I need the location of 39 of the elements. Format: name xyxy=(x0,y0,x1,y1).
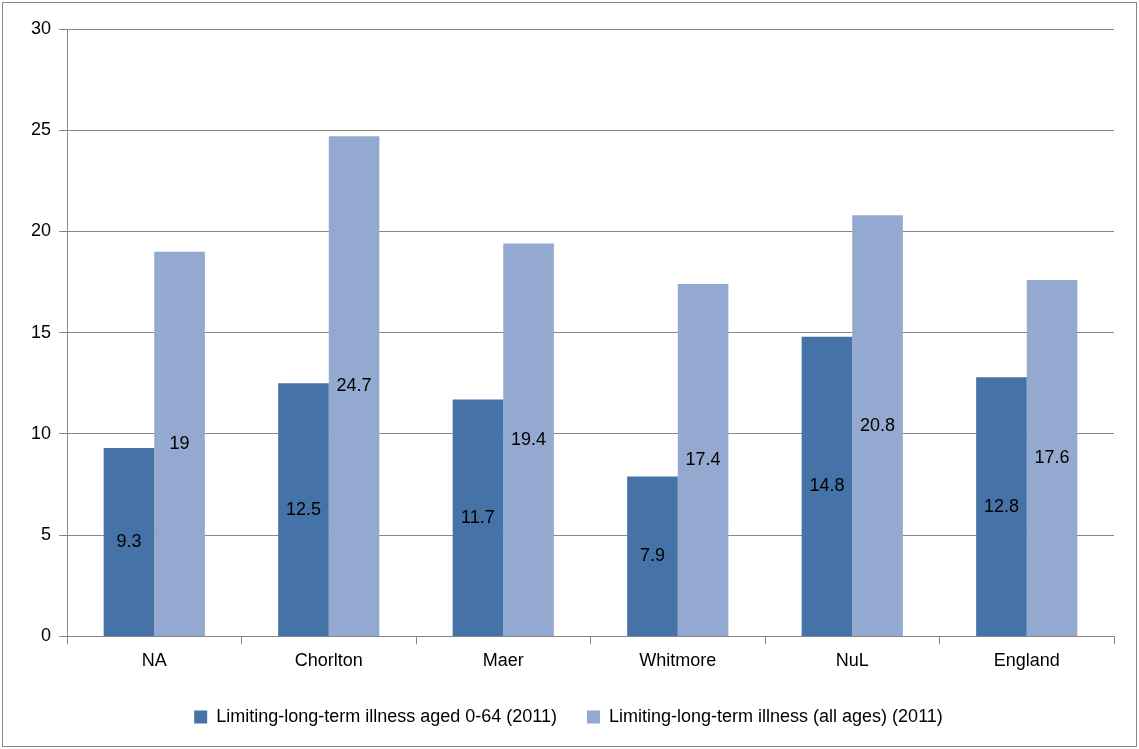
x-tick-label: England xyxy=(993,650,1060,671)
data-label: 12.8 xyxy=(983,495,1019,516)
bar xyxy=(452,399,504,636)
bar xyxy=(328,136,380,636)
data-label: 7.9 xyxy=(639,545,665,566)
bar xyxy=(278,383,329,636)
legend-label: Limiting-long-term illness aged 0-64 (2011) xyxy=(216,705,558,726)
data-label: 20.8 xyxy=(860,414,896,435)
bar xyxy=(801,336,853,636)
bar xyxy=(103,448,155,636)
data-label: 19 xyxy=(169,432,190,453)
bar xyxy=(976,377,1027,636)
y-tick-label: 0 xyxy=(41,625,52,646)
bar xyxy=(503,243,554,636)
y-tick-label: 30 xyxy=(30,17,52,38)
data-label: 12.5 xyxy=(285,498,321,519)
data-label: 24.7 xyxy=(336,375,372,396)
y-tick-label: 25 xyxy=(30,119,52,140)
x-tick-label: Whitmore xyxy=(639,650,717,671)
data-label: 19.4 xyxy=(511,428,547,449)
data-label: 17.6 xyxy=(1034,446,1070,467)
bar xyxy=(1026,280,1078,636)
data-label: 9.3 xyxy=(116,530,142,551)
y-tick-label: 20 xyxy=(30,220,52,241)
x-tick-label: Maer xyxy=(482,650,524,671)
data-label: 14.8 xyxy=(809,475,845,496)
y-tick-label: 15 xyxy=(30,321,52,342)
legend-label: Limiting-long-term illness (all ages) (2011) xyxy=(609,705,943,726)
x-tick-label: Chorlton xyxy=(294,650,363,671)
bar xyxy=(154,251,205,636)
y-tick-label: 10 xyxy=(30,422,52,443)
data-label: 17.4 xyxy=(685,448,721,469)
bar xyxy=(677,284,729,636)
data-label: 11.7 xyxy=(461,506,495,527)
x-tick-label: NuL xyxy=(835,650,869,671)
y-tick-label: 5 xyxy=(41,524,52,545)
x-tick-label: NA xyxy=(141,650,167,671)
bar xyxy=(627,476,678,636)
bar xyxy=(852,215,903,636)
